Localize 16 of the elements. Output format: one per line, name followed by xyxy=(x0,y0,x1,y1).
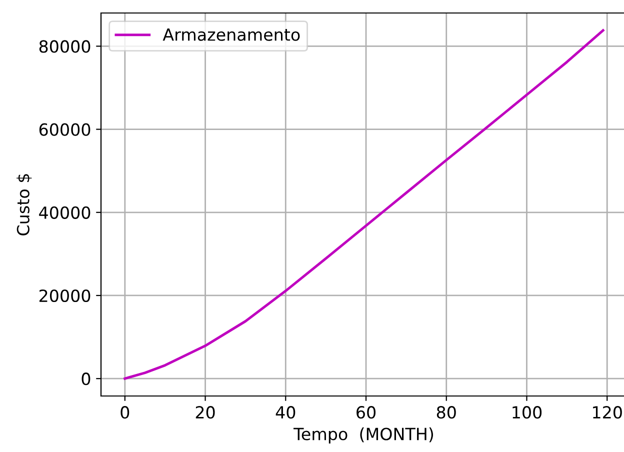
y-tick-label: 40000 xyxy=(39,206,90,219)
y-tick-label: 60000 xyxy=(39,123,90,136)
x-axis-title: Tempo (MONTH) xyxy=(294,427,434,444)
x-tick-label: 20 xyxy=(196,406,215,419)
y-tick-label: 80000 xyxy=(39,40,90,53)
x-tick-label: 80 xyxy=(436,406,456,419)
y-axis-title: Custo $ xyxy=(16,174,32,236)
x-tick-label: 60 xyxy=(356,406,376,419)
x-tick-label: 0 xyxy=(120,406,130,419)
line-series xyxy=(124,29,604,380)
x-tick-label: 120 xyxy=(593,406,622,419)
x-tick-label: 40 xyxy=(276,406,296,419)
y-tick-label: 20000 xyxy=(39,289,90,302)
y-tick-label: 0 xyxy=(82,372,90,386)
legend-label: Armazenamento xyxy=(162,28,300,41)
x-tick-label: 100 xyxy=(512,406,542,419)
